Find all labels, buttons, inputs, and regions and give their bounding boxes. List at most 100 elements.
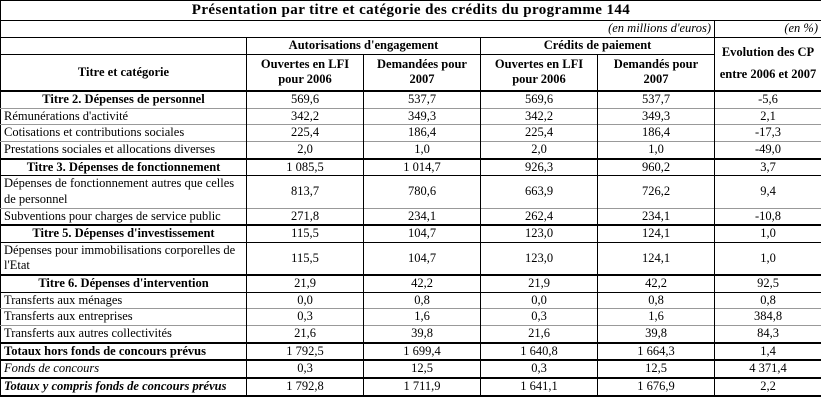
cell-value: 2,1: [713, 107, 821, 125]
cell-value: 537,7: [363, 90, 481, 109]
table-row: Totaux hors fonds de concours prévus 1 79…: [0, 341, 821, 361]
table-row: Titre 6. Dépenses d'intervention 21,9 42,2…: [0, 273, 821, 293]
cell-value: 84,3: [713, 324, 821, 343]
table-row: Transferts aux entreprises 0,3 1,6 0,3 1,6 38…: [0, 308, 821, 326]
cell-value: 780,6: [363, 175, 481, 208]
cell-value: 0,0: [246, 291, 364, 309]
col-header-ae-lfi-2006: Ouvertes en LFI pour 2006: [246, 54, 364, 93]
cell-value: 1 640,8: [480, 341, 598, 361]
col-header-cp-demandes-2007: Demandés pour 2007: [597, 54, 715, 93]
row-label: Totaux hors fonds de concours prévus: [0, 341, 247, 361]
cell-value: 1,0: [363, 140, 481, 159]
cell-value: -49,0: [713, 140, 821, 159]
table-row: Subventions pour charges de service publ…: [0, 207, 821, 226]
cell-value: 12,5: [363, 359, 481, 378]
cell-value: 124,1: [597, 224, 715, 243]
cell-value: 1 085,5: [246, 157, 364, 176]
cell-value: 1,6: [597, 308, 715, 326]
cell-value: 1 699,4: [363, 341, 481, 361]
cell-value: 225,4: [480, 124, 598, 142]
cell-value: 0,8: [363, 291, 481, 309]
cell-value: 0,3: [480, 308, 598, 326]
cell-value: 123,0: [480, 241, 598, 275]
cell-value: 9,4: [713, 175, 821, 208]
col-header-ae-demandees-2007: Demandées pour 2007: [363, 54, 481, 93]
row-label: Dépenses pour immobilisations corporelle…: [0, 241, 247, 275]
cell-value: 225,4: [246, 124, 364, 142]
cell-value: 1 792,5: [246, 341, 364, 361]
units-row: (en millions d'euros) (en %): [0, 20, 821, 38]
sub-header-row: Titre et catégorie Ouvertes en LFI pour …: [0, 54, 821, 93]
units-millions-label: (en millions d'euros): [0, 20, 715, 38]
table-row: Prestations sociales et allocations dive…: [0, 140, 821, 159]
group-header-row: Autorisations d'engagement Crédits de pa…: [0, 37, 821, 92]
row-label: Totaux y compris fonds de concours prévu…: [0, 376, 247, 396]
row-label: Transferts aux autres collectivités: [0, 324, 247, 343]
row-label: Titre 6. Dépenses d'intervention: [0, 273, 247, 293]
cell-value: 115,5: [246, 224, 364, 243]
cell-value: 569,6: [480, 90, 598, 109]
cell-value: 1 711,9: [363, 376, 481, 396]
cell-value: 1 664,3: [597, 341, 715, 361]
cell-value: 2,0: [480, 140, 598, 159]
cell-value: 813,7: [246, 175, 364, 208]
cell-value: 104,7: [363, 224, 481, 243]
cell-value: 1,0: [713, 241, 821, 275]
cell-value: 39,8: [363, 324, 481, 343]
cell-value: 1,0: [713, 224, 821, 243]
cell-value: 342,2: [480, 107, 598, 125]
title-row: Présentation par titre et catégorie des …: [0, 0, 821, 21]
table-row: Rémunérations d'activité 342,2 349,3 342,2 3…: [0, 107, 821, 125]
empty-header-cell: [0, 37, 247, 55]
cell-value: 21,6: [246, 324, 364, 343]
cell-value: 2,0: [246, 140, 364, 159]
cell-value: -10,8: [713, 207, 821, 226]
cell-value: 726,2: [597, 175, 715, 208]
cell-value: 21,9: [480, 273, 598, 293]
group-header-credits: Crédits de paiement: [480, 37, 715, 55]
table-row: Cotisations et contributions sociales 225…: [0, 124, 821, 142]
group-header-autorisations: Autorisations d'engagement: [246, 37, 481, 55]
cell-value: 384,8: [713, 308, 821, 326]
cell-value: 21,9: [246, 273, 364, 293]
cell-value: 663,9: [480, 175, 598, 208]
cell-value: 1 676,9: [597, 376, 715, 396]
cell-value: 104,7: [363, 241, 481, 275]
table-title: Présentation par titre et catégorie des …: [0, 0, 821, 21]
table-row: Totaux y compris fonds de concours prévu…: [0, 376, 821, 396]
cell-value: 349,3: [597, 107, 715, 125]
cell-value: 123,0: [480, 224, 598, 243]
row-label: Cotisations et contributions sociales: [0, 124, 247, 142]
cell-value: -17,3: [713, 124, 821, 142]
row-label-header: Titre et catégorie: [0, 54, 247, 93]
row-label: Fonds de concours: [0, 359, 247, 378]
cell-value: 92,5: [713, 273, 821, 293]
row-label: Dépenses de fonctionnement autres que ce…: [0, 175, 247, 208]
cell-value: 124,1: [597, 241, 715, 275]
cell-value: 0,8: [597, 291, 715, 309]
row-label: Transferts aux entreprises: [0, 308, 247, 326]
table-row: Titre 2. Dépenses de personnel 569,6 537,7…: [0, 90, 821, 109]
row-label: Titre 2. Dépenses de personnel: [0, 90, 247, 109]
table-row: Titre 5. Dépenses d'investissement 115,5 1…: [0, 224, 821, 243]
cell-value: 1,6: [363, 308, 481, 326]
cell-value: 21,6: [480, 324, 598, 343]
cell-value: 4 371,4: [713, 359, 821, 378]
cell-value: 271,8: [246, 207, 364, 226]
cell-value: 1 792,8: [246, 376, 364, 396]
units-percent-label: (en %): [713, 20, 821, 38]
table-body: Titre 2. Dépenses de personnel 569,6 537,7…: [0, 90, 821, 396]
row-label: Titre 5. Dépenses d'investissement: [0, 224, 247, 243]
row-label: Rémunérations d'activité: [0, 107, 247, 125]
table-row: Titre 3. Dépenses de fonctionnement 1 085…: [0, 157, 821, 176]
row-label: Transferts aux ménages: [0, 291, 247, 309]
cell-value: 1,0: [597, 140, 715, 159]
evolution-header-cell: Evolution des CP entre 2006 et 2007: [713, 37, 821, 92]
cell-value: 3,7: [713, 157, 821, 176]
cell-value: -5,6: [713, 90, 821, 109]
row-label: Titre 3. Dépenses de fonctionnement: [0, 157, 247, 176]
cell-value: 960,2: [597, 157, 715, 176]
cell-value: 186,4: [363, 124, 481, 142]
cell-value: 115,5: [246, 241, 364, 275]
